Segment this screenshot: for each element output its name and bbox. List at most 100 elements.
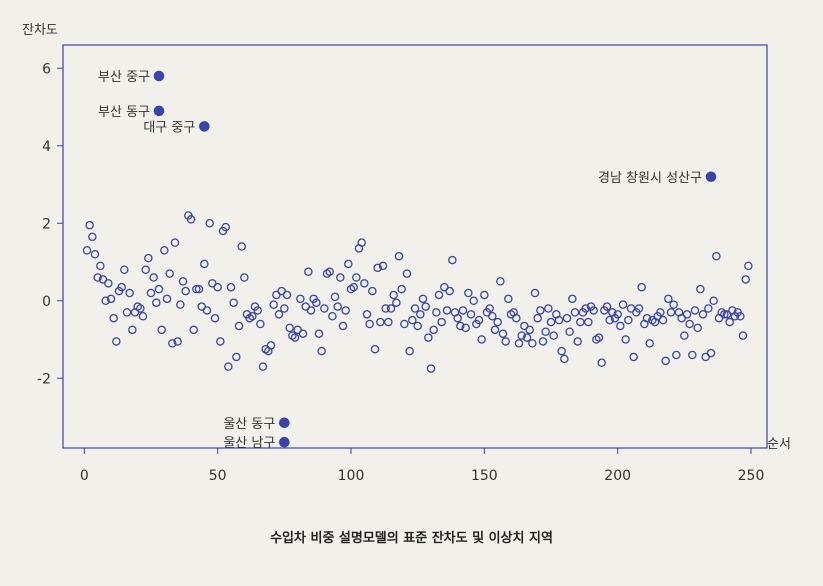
residual-point xyxy=(144,253,153,263)
residual-point xyxy=(253,306,262,315)
x-tick-label: 150 xyxy=(471,468,498,484)
residual-points xyxy=(82,211,753,373)
residual-point xyxy=(274,310,284,319)
residual-point xyxy=(456,321,465,331)
residual-point xyxy=(517,331,526,340)
residual-point xyxy=(416,310,425,319)
residual-point xyxy=(424,333,433,342)
residual-point xyxy=(258,362,268,371)
residual-point xyxy=(226,282,236,292)
residual-point xyxy=(360,279,369,288)
residual-point xyxy=(400,319,409,329)
residual-point xyxy=(362,310,372,319)
residual-point xyxy=(661,356,670,366)
residual-point xyxy=(176,300,185,309)
residual-point xyxy=(498,329,508,338)
residual-point xyxy=(296,294,305,304)
residual-point xyxy=(122,308,132,317)
residual-point xyxy=(469,296,478,305)
residual-point xyxy=(573,337,582,346)
residual-point xyxy=(525,325,534,335)
outlier-label: 울산 동구 xyxy=(223,417,275,432)
residual-point xyxy=(685,319,694,329)
residual-point xyxy=(642,313,652,323)
residual-point xyxy=(320,304,329,313)
residual-point xyxy=(669,300,678,309)
residual-point xyxy=(405,346,414,356)
residual-point xyxy=(536,306,545,315)
residual-point xyxy=(725,317,734,327)
residual-point xyxy=(541,327,550,336)
residual-point xyxy=(248,311,257,321)
residual-point xyxy=(413,321,422,331)
residual-point xyxy=(560,354,569,364)
residual-point xyxy=(421,302,430,311)
residual-point xyxy=(237,242,246,251)
x-tick-label: 0 xyxy=(80,468,89,484)
residual-point xyxy=(490,325,500,335)
residual-point xyxy=(314,329,324,338)
residual-point xyxy=(282,290,292,300)
residual-point xyxy=(224,362,233,371)
y-tick-label: 2 xyxy=(42,216,51,232)
residual-point xyxy=(173,337,182,346)
residual-point xyxy=(373,263,382,273)
residual-point xyxy=(613,310,622,319)
residual-point xyxy=(658,315,668,325)
residual-point xyxy=(82,246,92,255)
residual-point xyxy=(368,286,377,296)
residual-point xyxy=(165,269,174,278)
residual-point xyxy=(624,315,633,325)
residual-point xyxy=(136,304,145,313)
residual-point xyxy=(178,277,188,286)
residual-point xyxy=(304,267,313,276)
outlier-point xyxy=(153,70,165,82)
y-axis-label: 잔차도 xyxy=(22,23,58,38)
residual-point xyxy=(634,304,644,313)
residual-point xyxy=(584,317,593,327)
residual-point xyxy=(370,344,380,354)
residual-point xyxy=(381,304,390,313)
residual-point xyxy=(712,251,721,261)
residual-point xyxy=(680,331,689,340)
residual-point xyxy=(704,304,713,313)
outlier-point xyxy=(153,105,165,117)
residual-point xyxy=(93,273,102,282)
residual-point xyxy=(229,298,238,307)
residual-point xyxy=(194,284,204,294)
residual-point xyxy=(280,304,289,313)
residual-point xyxy=(125,288,134,298)
residual-point xyxy=(741,275,750,284)
residual-point xyxy=(533,313,542,323)
residual-point xyxy=(706,348,716,358)
residual-point xyxy=(432,308,441,317)
residual-point xyxy=(109,313,118,323)
y-tick-label: 6 xyxy=(42,61,51,77)
residual-point xyxy=(202,306,212,315)
residual-point xyxy=(408,315,417,325)
residual-point xyxy=(285,323,294,333)
residual-point xyxy=(106,294,116,304)
residual-point xyxy=(442,306,452,315)
residual-point xyxy=(189,325,198,335)
x-tick-label: 200 xyxy=(604,468,631,484)
residual-point xyxy=(690,306,700,315)
residual-point xyxy=(330,292,340,302)
residual-point xyxy=(338,321,348,331)
residual-point xyxy=(205,218,214,228)
residual-point xyxy=(344,259,353,269)
residual-point xyxy=(664,294,673,304)
outlier-label: 경남 창원시 성산구 xyxy=(598,171,702,186)
residual-point xyxy=(594,333,604,342)
residual-point xyxy=(448,255,457,265)
residual-point xyxy=(376,317,385,327)
figure-caption: 수입차 비중 설명모델의 표준 잔차도 및 이상치 지역 xyxy=(270,531,553,546)
residual-point xyxy=(538,337,548,346)
residual-point xyxy=(496,277,505,286)
residual-point xyxy=(544,304,553,313)
plot-frame xyxy=(62,44,768,449)
residual-point xyxy=(744,261,753,271)
residual-point xyxy=(290,333,300,342)
y-axis-ticks: -2 0 2 4 6 xyxy=(37,61,63,387)
